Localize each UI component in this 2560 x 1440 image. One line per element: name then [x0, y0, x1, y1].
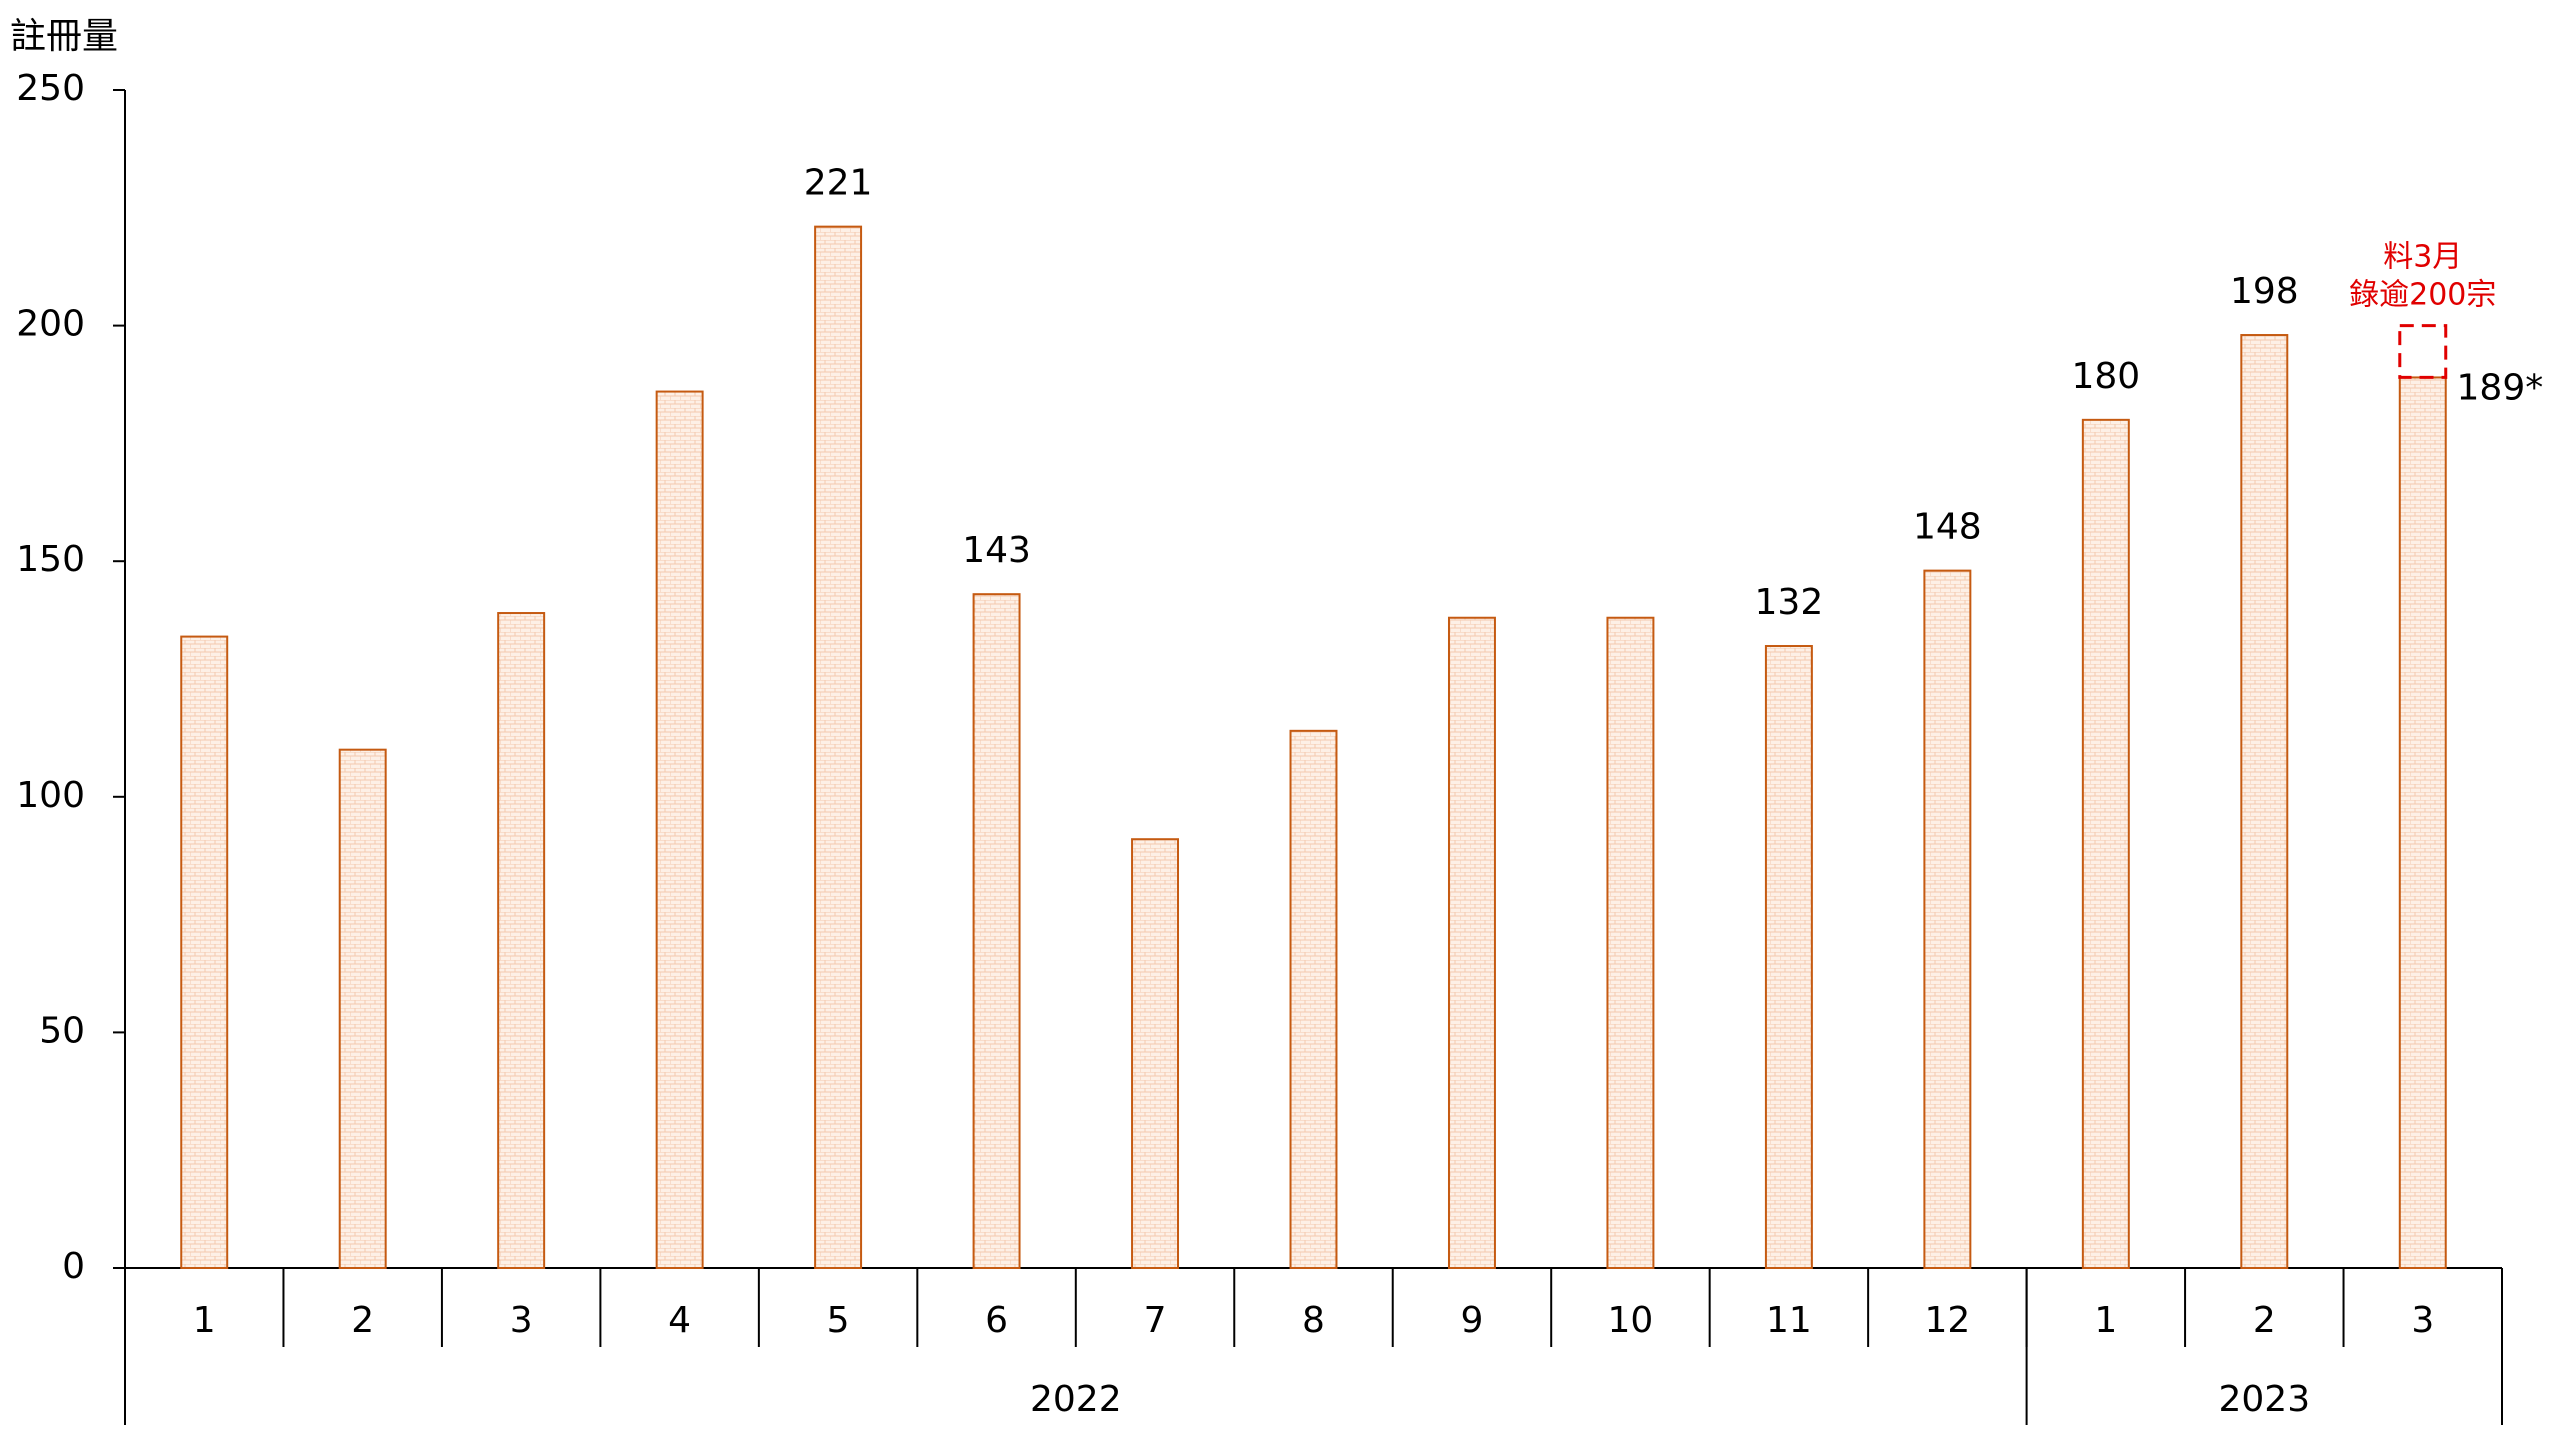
y-axis-title: 註冊量 — [10, 16, 118, 57]
bar — [814, 225, 863, 1270]
x-tick-label: 11 — [1766, 1300, 1812, 1341]
x-tick-label: 12 — [1924, 1300, 1970, 1341]
x-tick-label: 3 — [510, 1300, 533, 1341]
y-tick-label: 250 — [16, 68, 85, 109]
bar — [655, 390, 704, 1269]
bar — [2081, 418, 2130, 1269]
x-tick-label: 4 — [668, 1300, 691, 1341]
bar — [1131, 838, 1180, 1269]
x-tick-label: 3 — [2411, 1300, 2434, 1341]
y-tick-label: 100 — [16, 775, 85, 816]
bar — [1289, 729, 1338, 1269]
group-label: 2023 — [2218, 1379, 2310, 1420]
y-tick-label: 0 — [62, 1246, 85, 1287]
x-tick-label: 2 — [351, 1300, 374, 1341]
x-tick-label: 1 — [2094, 1300, 2117, 1341]
annotation-box — [2398, 324, 2448, 379]
bar — [2240, 334, 2289, 1269]
bar — [972, 593, 1021, 1269]
x-tick-label: 2 — [2253, 1300, 2276, 1341]
bar — [1606, 616, 1655, 1269]
bar — [497, 612, 546, 1269]
x-tick-label: 10 — [1608, 1300, 1654, 1341]
bar — [2398, 376, 2447, 1269]
data-label: 180 — [2071, 356, 2140, 397]
x-tick-label: 5 — [827, 1300, 850, 1341]
data-label: 221 — [804, 163, 873, 204]
data-label: 189* — [2457, 367, 2544, 408]
x-tick-label: 6 — [985, 1300, 1008, 1341]
y-tick-label: 200 — [16, 304, 85, 345]
group-label: 2022 — [1030, 1379, 1122, 1420]
annotation-text: 錄逾200宗 — [2349, 278, 2496, 313]
bar — [1923, 569, 1972, 1269]
data-label: 198 — [2230, 271, 2299, 312]
y-tick-label: 50 — [39, 1010, 85, 1051]
bar — [1447, 616, 1496, 1269]
annotation-text: 料3月 — [2383, 240, 2462, 275]
y-tick-label: 150 — [16, 539, 85, 580]
x-tick-label: 1 — [193, 1300, 216, 1341]
bar — [338, 748, 387, 1269]
x-tick-label: 7 — [1144, 1300, 1167, 1341]
data-label: 148 — [1913, 507, 1982, 548]
data-label: 143 — [962, 530, 1031, 571]
bar — [1764, 645, 1813, 1269]
x-tick-label: 8 — [1302, 1300, 1325, 1341]
x-tick-label: 9 — [1461, 1300, 1484, 1341]
bar — [180, 635, 229, 1269]
data-label: 132 — [1755, 582, 1824, 623]
